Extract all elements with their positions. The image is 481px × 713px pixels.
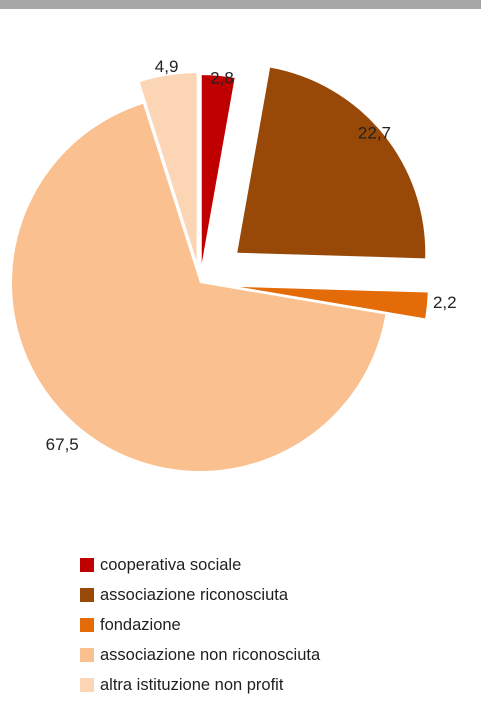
pie-slice-associazione-non-riconosciuta (11, 103, 386, 472)
pie-slice-altra-istituzione-non-profit (139, 73, 197, 262)
chart-legend: cooperativa sociale associazione riconosc… (80, 550, 320, 700)
legend-label: fondazione (100, 615, 181, 634)
pie-slice-associazione-riconosciuta (237, 67, 426, 259)
pie-slice-fondazione (239, 286, 428, 319)
data-label-altra-istituzione-non-profit: 4,9 (155, 57, 179, 76)
legend-item-fondazione: fondazione (80, 610, 320, 640)
data-label-cooperativa-sociale: 2,8 (210, 68, 234, 87)
legend-swatch (80, 588, 94, 602)
data-label-associazione-non-riconosciuta: 67,5 (46, 435, 79, 454)
legend-swatch (80, 618, 94, 632)
legend-item-cooperativa-sociale: cooperativa sociale (80, 550, 320, 580)
legend-item-associazione-non-riconosciuta: associazione non riconosciuta (80, 640, 320, 670)
data-label-associazione-riconosciuta: 22,7 (358, 123, 391, 142)
legend-swatch (80, 648, 94, 662)
legend-item-altra-istituzione-non-profit: altra istituzione non profit (80, 670, 320, 700)
legend-label: altra istituzione non profit (100, 675, 284, 694)
top-border-bar (0, 0, 481, 9)
legend-label: cooperativa sociale (100, 555, 242, 574)
legend-item-associazione-riconosciuta: associazione riconosciuta (80, 580, 320, 610)
data-label-fondazione: 2,2 (433, 293, 457, 312)
legend-swatch (80, 678, 94, 692)
legend-label: associazione non riconosciuta (100, 645, 321, 664)
pie-chart-svg: 2,8 22,7 2,2 67,5 4,9 (11, 57, 457, 472)
pie-chart: 2,8 22,7 2,2 67,5 4,9 (0, 9, 481, 519)
pie-slice-cooperativa-sociale (201, 75, 235, 264)
legend-swatch (80, 558, 94, 572)
legend-label: associazione riconosciuta (100, 585, 289, 604)
